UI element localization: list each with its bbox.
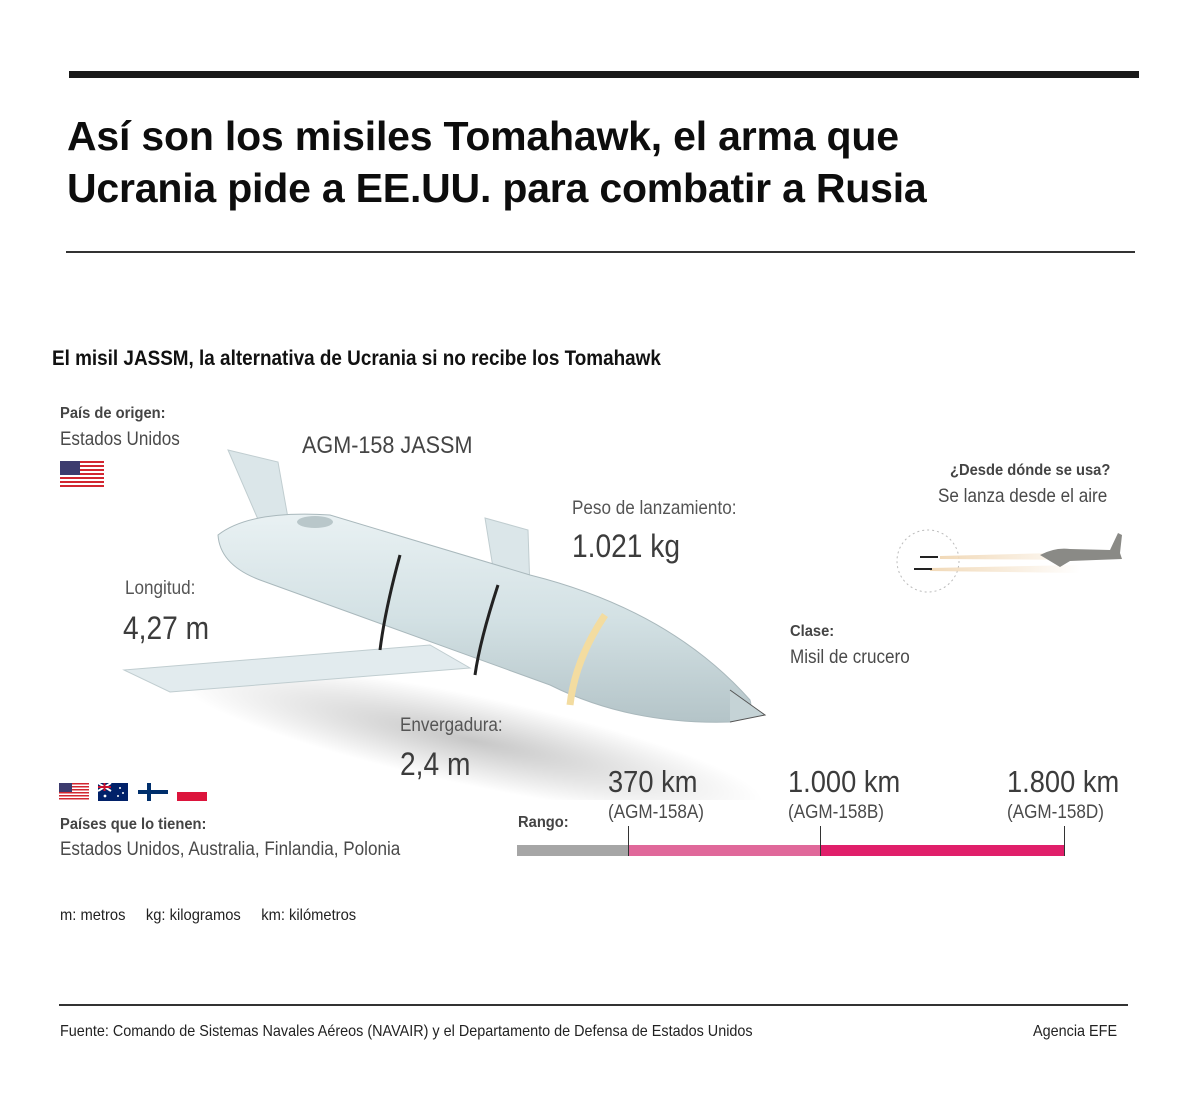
- range-b-variant: (AGM-158B): [788, 802, 884, 823]
- top-rule: [69, 71, 1139, 78]
- unit-km: km: kilómetros: [261, 907, 357, 924]
- origin-value: Estados Unidos: [60, 429, 180, 450]
- range-tick-b: [820, 826, 821, 856]
- range-bar-a-to-b: [629, 845, 820, 856]
- credit-text: Agencia EFE: [1033, 1023, 1118, 1040]
- launch-platform-label: ¿Desde dónde se usa?: [950, 462, 1111, 479]
- launch-weight-label: Peso de lanzamiento:: [572, 498, 737, 519]
- wingspan-label: Envergadura:: [400, 715, 503, 736]
- origin-label: País de origen:: [60, 405, 166, 422]
- range-tick-a: [628, 826, 629, 856]
- missile-model-name: AGM-158 JASSM: [302, 432, 473, 459]
- class-value: Misil de crucero: [790, 647, 910, 668]
- title-line-2: Ucrania pide a EE.UU. para combatir a Ru…: [67, 165, 927, 211]
- wingspan-value: 2,4 m: [400, 746, 471, 782]
- section-subtitle: El misil JASSM, la alternativa de Ucrani…: [52, 347, 661, 370]
- footer-divider: [59, 1004, 1128, 1006]
- operators-value: Estados Unidos, Australia, Finlandia, Po…: [60, 839, 401, 860]
- jassm-missile-illustration: [122, 449, 767, 800]
- range-tick-d: [1064, 826, 1065, 856]
- range-d-variant: (AGM-158D): [1007, 802, 1104, 823]
- unit-m: m: metros: [60, 907, 126, 924]
- range-label: Rango:: [518, 814, 569, 831]
- launch-weight-value: 1.021 kg: [572, 528, 681, 564]
- range-bar-base: [517, 845, 629, 856]
- source-text: Fuente: Comando de Sistemas Navales Aére…: [60, 1023, 753, 1040]
- title-line-1: Así son los misiles Tomahawk, el arma qu…: [67, 113, 899, 159]
- operators-label: Países que lo tienen:: [60, 816, 207, 833]
- length-value: 4,27 m: [123, 610, 210, 646]
- finland-flag-icon: [138, 783, 168, 801]
- us-flag-icon: [59, 783, 89, 801]
- australia-flag-icon: [98, 783, 128, 801]
- launch-platform-value: Se lanza desde el aire: [938, 486, 1108, 507]
- units-legend: m: metros kg: kilogramos km: kilómetros: [60, 907, 356, 925]
- unit-kg: kg: kilogramos: [145, 907, 241, 924]
- range-a-variant: (AGM-158A): [608, 802, 704, 823]
- page-title: Así son los misiles Tomahawk, el arma qu…: [67, 110, 1147, 214]
- range-a-value: 370 km: [608, 764, 698, 799]
- title-divider: [66, 251, 1135, 253]
- us-flag-icon: [60, 461, 104, 487]
- range-d-value: 1.800 km: [1007, 764, 1120, 799]
- range-bar-b-to-d: [820, 845, 1065, 856]
- class-label: Clase:: [790, 623, 835, 640]
- length-label: Longitud:: [125, 578, 196, 599]
- range-b-value: 1.000 km: [788, 764, 901, 799]
- fighter-jet-launch-icon: [896, 529, 1122, 593]
- poland-flag-icon: [177, 783, 207, 801]
